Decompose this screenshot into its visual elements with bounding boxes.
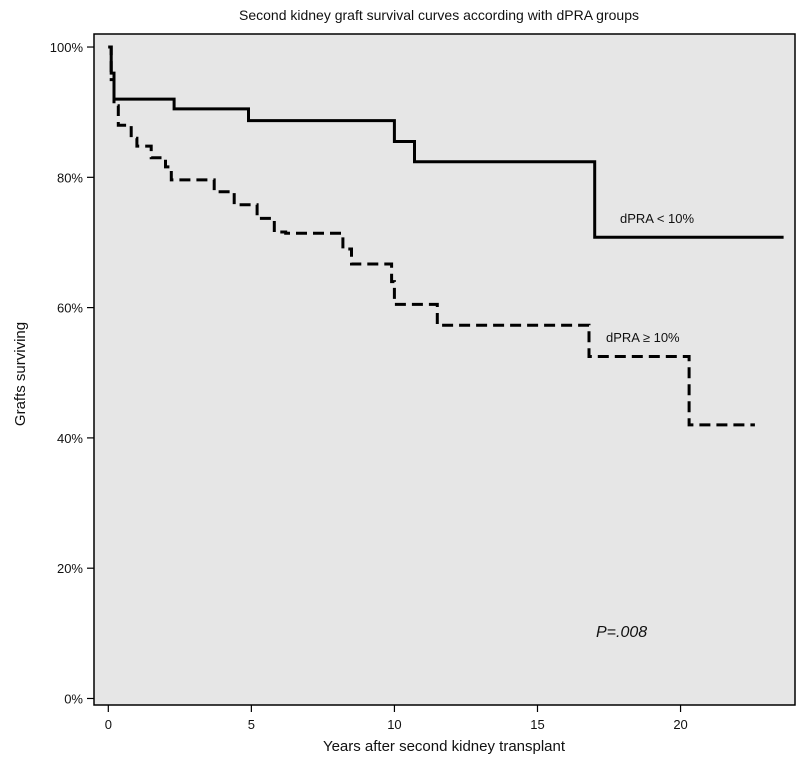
x-axis: 0 5 10 15 20 bbox=[105, 705, 688, 732]
series-line-1 bbox=[108, 45, 755, 427]
y-tick-label: 20% bbox=[57, 561, 83, 576]
y-tick-label: 100% bbox=[50, 40, 84, 55]
y-tick-label: 80% bbox=[57, 170, 83, 185]
plot-area bbox=[93, 33, 796, 706]
series-label-dpra-lt-10: dPRA < 10% bbox=[620, 211, 695, 226]
series-label-dpra-ge-10: dPRA ≥ 10% bbox=[606, 330, 680, 345]
y-axis-title: Grafts surviving bbox=[12, 322, 29, 426]
x-tick-label: 15 bbox=[530, 717, 544, 732]
x-tick-label: 20 bbox=[673, 717, 687, 732]
series-line-0 bbox=[108, 45, 784, 239]
y-tick-label: 60% bbox=[57, 301, 83, 316]
series-layer bbox=[108, 45, 784, 427]
y-axis: 0% 20% 40% 60% 80% 100% bbox=[50, 40, 94, 706]
y-tick-label: 40% bbox=[57, 431, 83, 446]
p-value-annotation: P=.008 bbox=[596, 624, 647, 641]
x-axis-title: Years after second kidney transplant bbox=[323, 738, 566, 755]
x-tick-label: 0 bbox=[105, 717, 112, 732]
x-tick-label: 5 bbox=[248, 717, 255, 732]
y-tick-label: 0% bbox=[64, 691, 83, 706]
x-tick-label: 10 bbox=[387, 717, 401, 732]
chart-title: Second kidney graft survival curves acco… bbox=[239, 7, 639, 23]
